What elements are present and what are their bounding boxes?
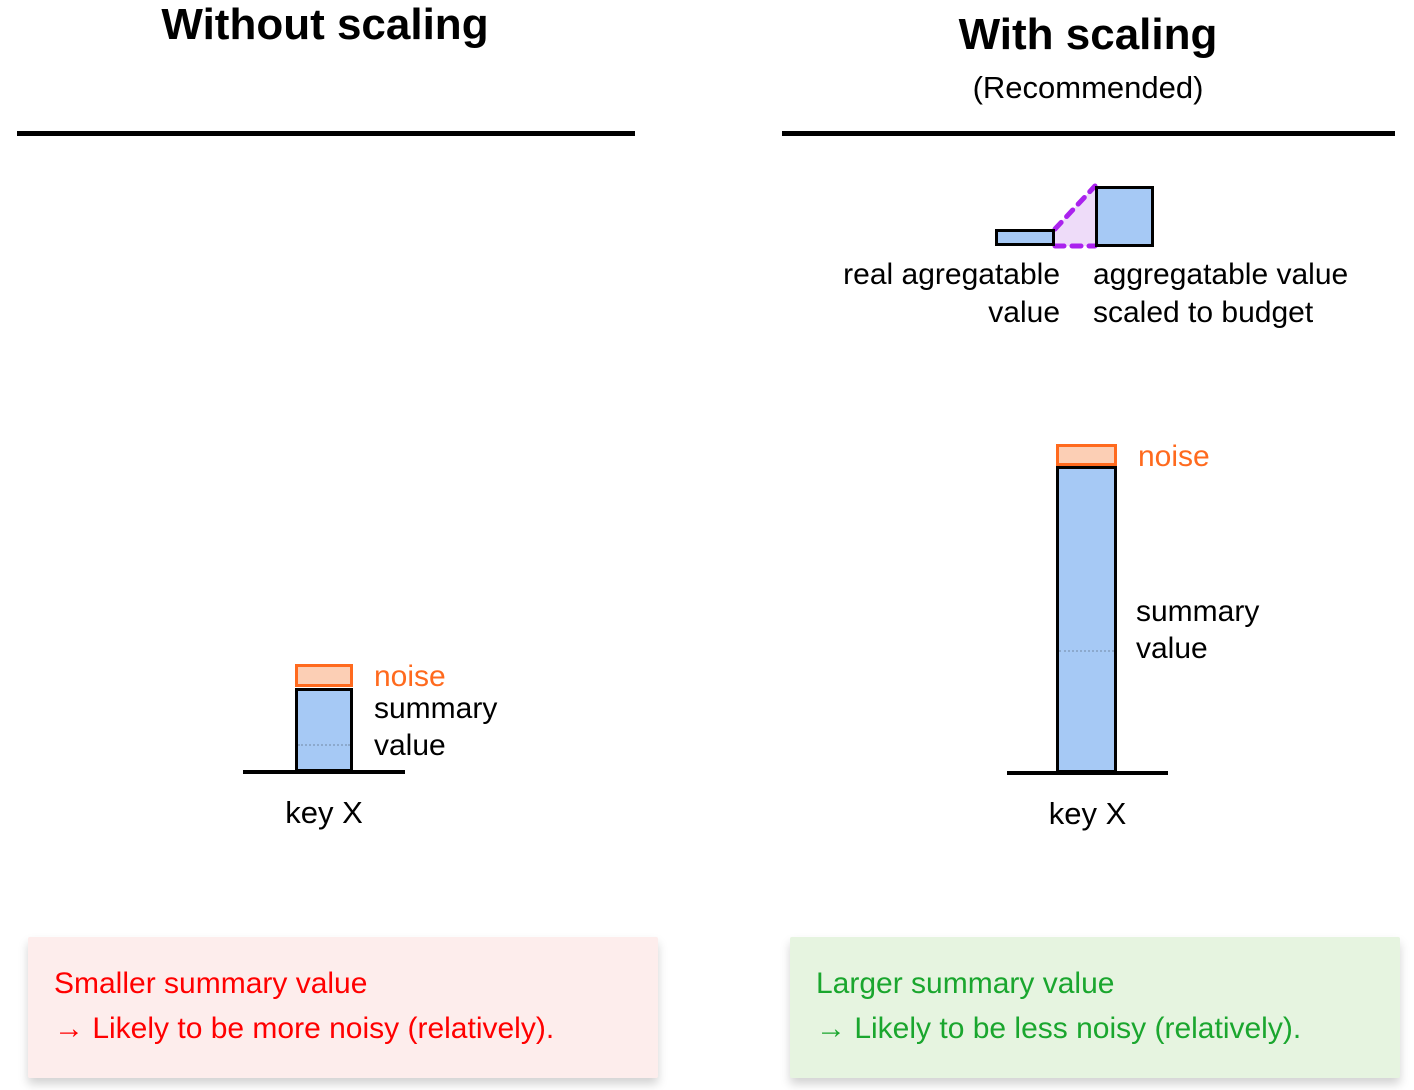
real-aggregatable-value-label: real agregatable value [843, 258, 1060, 329]
real-aggregatable-value-rect [995, 229, 1055, 246]
left-chart-noise-cap [295, 664, 353, 687]
left-chart-summary-label: summary value [374, 692, 498, 762]
right-chart-summary-bar [1056, 466, 1117, 773]
left-chart-noise-label: noise [374, 660, 446, 693]
scaling-dashed-top-edge [1052, 183, 1098, 232]
scaling-trapezoid-graphic [1052, 183, 1098, 249]
right-panel-title: With scaling [958, 10, 1218, 59]
left-panel-divider [17, 131, 635, 136]
right-chart-key-label: key X [1048, 796, 1127, 831]
left-chart-key-label: key X [285, 795, 363, 830]
right-panel-divider [782, 131, 1395, 136]
scaled-aggregatable-value-label: aggregatable value scaled to budget [1093, 258, 1349, 329]
right-chart-axis [1007, 771, 1168, 775]
left-panel-title: Without scaling [161, 0, 489, 49]
scaling-trapezoid-fill [1055, 186, 1095, 246]
scaled-aggregatable-value-rect [1095, 186, 1154, 247]
right-callout-box: Larger summary value → Likely to be less… [790, 937, 1400, 1078]
right-chart-bar-divider [1059, 650, 1114, 652]
right-panel-subtitle: (Recommended) [972, 70, 1204, 105]
left-chart-bar-divider [298, 744, 350, 746]
right-chart-noise-label: noise [1138, 440, 1210, 473]
right-chart-noise-cap [1056, 444, 1117, 466]
left-chart-axis [243, 770, 405, 774]
left-chart-summary-bar [295, 688, 353, 772]
right-chart-summary-label: summary value [1136, 595, 1260, 665]
left-callout-box: Smaller summary value → Likely to be mor… [28, 937, 658, 1078]
